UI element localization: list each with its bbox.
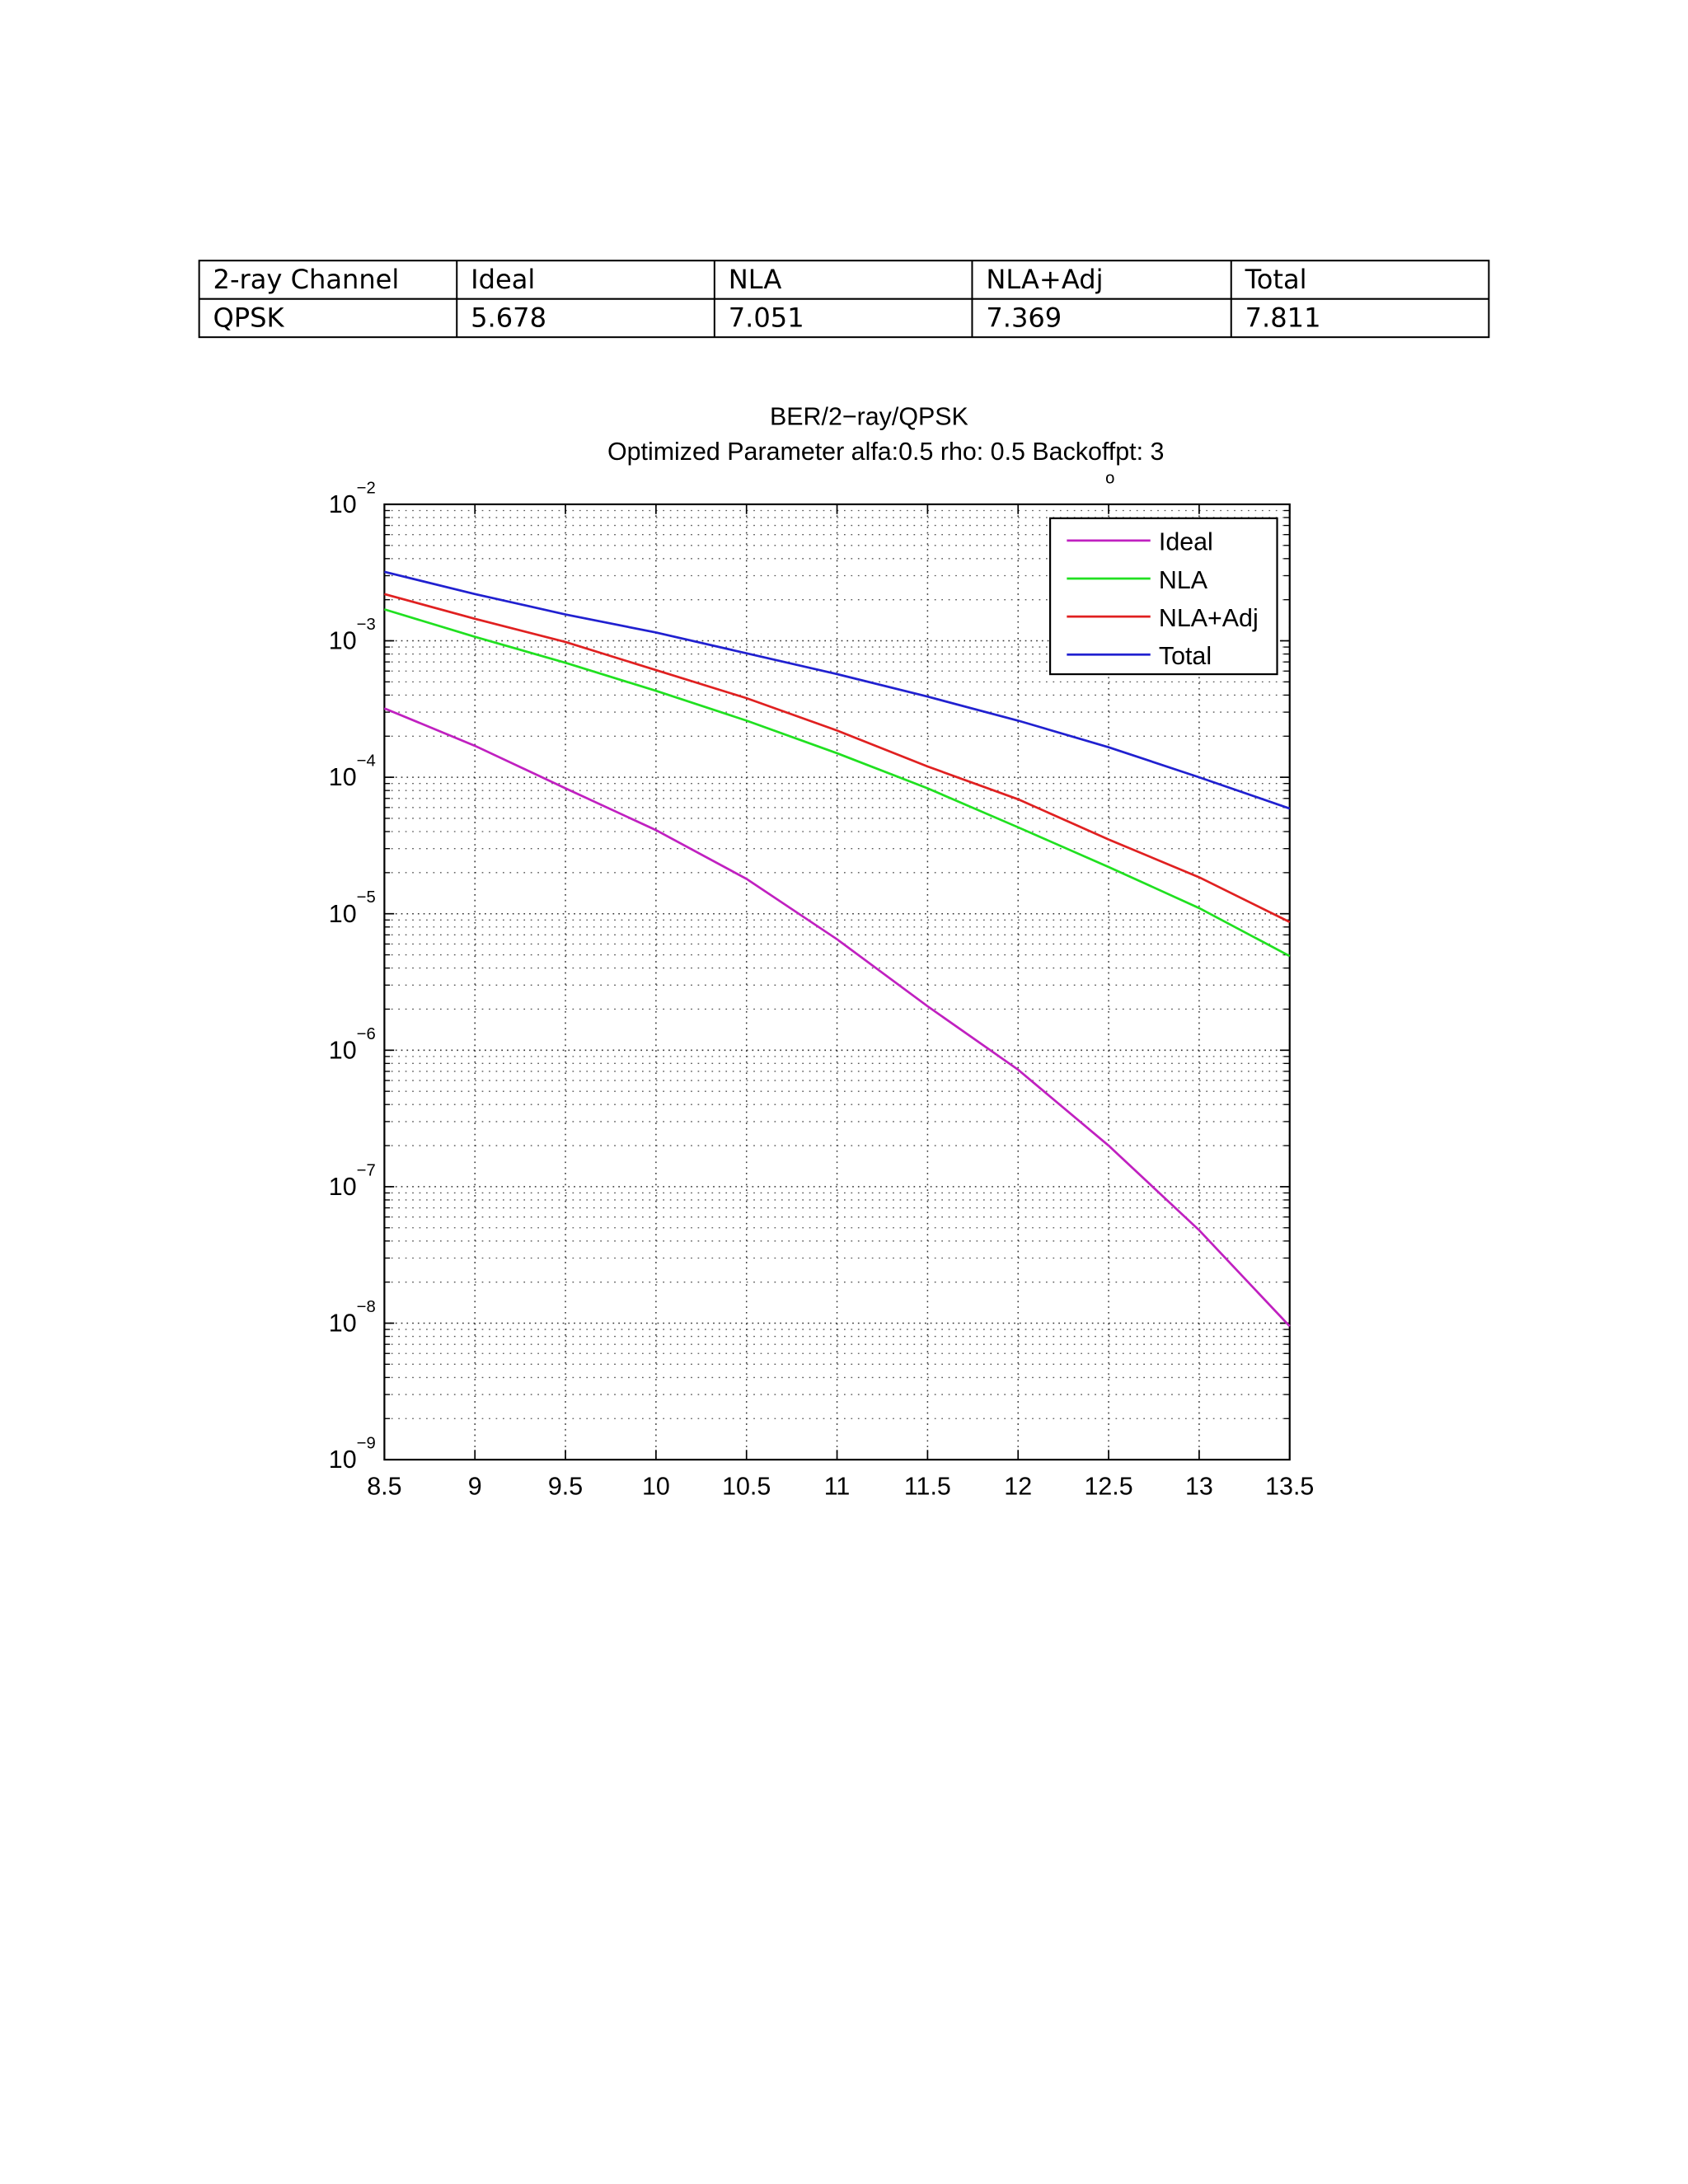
- x-tick-label: 12: [1004, 1472, 1032, 1500]
- legend-label: NLA: [1159, 566, 1208, 594]
- x-tick-label: 9: [468, 1472, 482, 1500]
- y-tick-label: 10−8: [329, 1298, 376, 1338]
- plot: 8.5 9 9.5 10 10.5 11 11.5 12 12.5 13 13.5 Ideal NLA N…: [367, 503, 1314, 1500]
- x-tick-label: 11.5: [904, 1472, 951, 1500]
- plot-frame: [383, 503, 1291, 1461]
- table-cell: Total: [1245, 264, 1307, 295]
- x-tick-label: 8.5: [367, 1472, 401, 1500]
- table-cell: 7.811: [1245, 302, 1321, 334]
- x-tick-label: 9.5: [548, 1472, 583, 1500]
- x-tick-label: 10.5: [722, 1472, 771, 1500]
- y-tick-label: 10−4: [329, 752, 376, 792]
- chart-title: BER/2−ray/QPSK: [770, 403, 968, 431]
- table-cell: 7.051: [729, 302, 804, 334]
- x-tick-label: 11: [824, 1472, 851, 1500]
- y-tick-label: 10−7: [329, 1161, 376, 1201]
- legend-box: [1048, 517, 1278, 676]
- series-line: [383, 608, 1291, 958]
- x-tick-label: 13.5: [1265, 1472, 1314, 1500]
- table-cell: 7.369: [986, 302, 1062, 334]
- series-line: [384, 593, 1291, 923]
- chart-subtitle: Optimized Parameter alfa:0.5 rho: 0.5 Ba…: [607, 438, 1165, 466]
- table-cell: 5.678: [471, 302, 546, 334]
- x-tick-label: 12.5: [1084, 1472, 1132, 1500]
- legend-label: NLA+Adj: [1159, 604, 1259, 632]
- y-tick-label: 10−2: [329, 479, 376, 518]
- annotation: o: [1105, 470, 1114, 488]
- series-line: [383, 707, 1291, 1328]
- table-cell: 2-ray Channel: [213, 264, 400, 295]
- legend-label: Total: [1159, 642, 1212, 670]
- table-cell: Ideal: [471, 264, 535, 295]
- series-line: [384, 570, 1291, 810]
- table-cell: NLA+Adj: [986, 264, 1103, 295]
- table-cell: QPSK: [213, 302, 285, 334]
- y-tick-label: 10−9: [329, 1435, 376, 1474]
- x-tick-label: 10: [642, 1472, 670, 1500]
- legend-label: Ideal: [1159, 528, 1213, 556]
- x-tick-label: 13: [1185, 1472, 1213, 1500]
- table-cell: NLA: [729, 264, 782, 295]
- y-tick-label: 10−6: [329, 1025, 376, 1065]
- y-tick-label: 10−3: [329, 616, 376, 655]
- y-tick-label: 10−5: [329, 888, 376, 928]
